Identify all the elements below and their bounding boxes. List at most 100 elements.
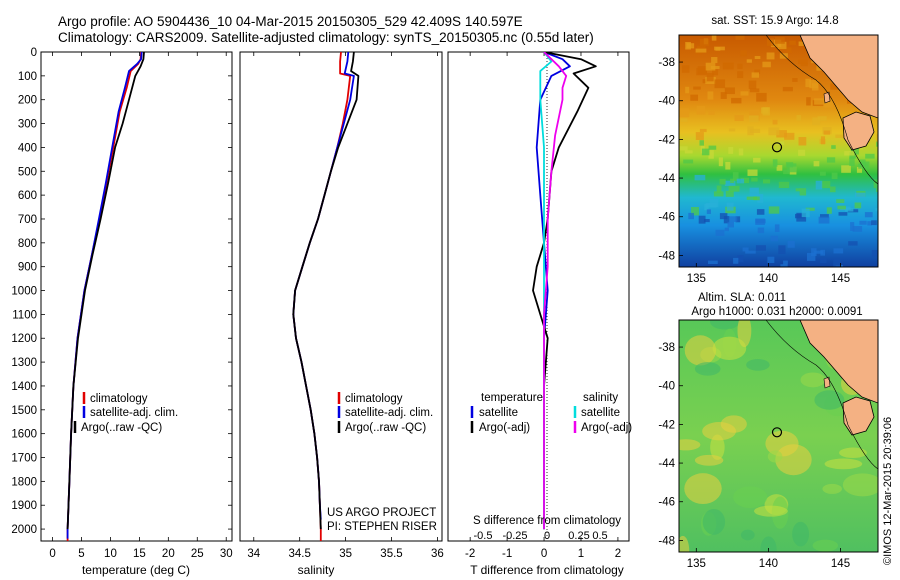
map-x-tick-label: 145 [831, 273, 850, 285]
x-tick-label: 30 [220, 548, 233, 560]
sst-pixel [848, 241, 858, 246]
x-tick-label: 1 [578, 548, 584, 560]
legend-label-sal-satellite: satellite [581, 407, 620, 419]
sst-pixel [693, 86, 701, 90]
sst-pixel [711, 57, 718, 64]
map-y-tick-label: -42 [658, 419, 675, 431]
sst-pixel [715, 47, 721, 51]
sst-pixel [783, 260, 788, 265]
sst-pixel [849, 157, 855, 167]
sst-pixel [711, 35, 717, 41]
sst-pixel [762, 107, 770, 116]
depth-tick-label: 1300 [11, 357, 37, 369]
depth-tick-label: 1500 [11, 405, 37, 417]
sst-pixel [800, 62, 808, 67]
sst-pixel [713, 191, 724, 197]
sst-pixel [778, 181, 790, 188]
sst-pixel [823, 98, 831, 108]
sst-pixel [776, 130, 787, 138]
series-line-salinity-argo-adj [543, 52, 568, 530]
depth-tick-label: 2000 [11, 524, 37, 536]
sst-pixel [867, 221, 872, 226]
sst-pixel [699, 38, 710, 47]
sst-pixel [728, 185, 740, 192]
salinity-xlabel: salinity [298, 563, 335, 577]
sst-pixel [737, 63, 743, 70]
sst-pixel [772, 119, 778, 125]
sst-pixel [755, 245, 766, 251]
sla-anomaly-patch [702, 508, 726, 535]
temperature-legend: climatology satellite-adj. clim. Argo(..… [73, 392, 178, 434]
sst-pixel [826, 157, 836, 163]
sst-pixel [865, 153, 875, 159]
sst-pixel [795, 188, 801, 192]
sst-pixel [787, 163, 797, 173]
sst-pixel [780, 264, 788, 267]
t-difference-label: T difference from climatology [470, 563, 624, 577]
sst-pixel [777, 41, 787, 49]
x-tick-label: 0 [49, 548, 55, 560]
depth-tick-label: 1200 [11, 333, 37, 345]
x-tick-label: 15 [133, 548, 146, 560]
sst-pixel [695, 132, 704, 140]
sst-pixel [805, 207, 815, 211]
sst-pixel [876, 140, 878, 147]
sla-anomaly-patch [792, 521, 810, 547]
map-y-tick-label: -48 [658, 535, 675, 547]
sst-pixel [695, 48, 707, 53]
sla-anomaly-patch [760, 536, 777, 552]
sst-pixel [686, 43, 695, 49]
map-x-tick-label: 135 [687, 273, 706, 285]
sla-map-axes: 135 140 145 -38 -40 -42 -44 -46 -48 [658, 342, 850, 570]
sla-anomaly-patch [842, 473, 878, 497]
sla-map-subtitle: Argo h1000: 0.031 h2000: 0.0091 [691, 306, 862, 318]
sst-pixel [723, 216, 730, 224]
sst-pixel [792, 78, 798, 82]
sst-pixel [701, 148, 710, 156]
sla-anomaly-patch [754, 505, 788, 517]
sst-pixel [707, 91, 714, 100]
salinity-x-axis: 34 34.5 35 35.5 36 [247, 52, 444, 560]
x-tick-label: 25 [191, 548, 204, 560]
sst-pixel [698, 215, 706, 224]
island-landmass [823, 91, 831, 104]
depth-tick-label: 500 [18, 166, 37, 178]
sst-pixel [830, 83, 840, 90]
sst-pixel [820, 258, 827, 264]
project-annotation: US ARGO PROJECT [327, 507, 436, 519]
depth-tick-label: 1900 [11, 500, 37, 512]
map-y-tick-label: -42 [658, 134, 675, 146]
sst-pixel [733, 257, 739, 264]
sst-pixel [725, 161, 731, 170]
tasmania-landmass [842, 111, 875, 151]
depth-tick-label: 1100 [12, 309, 37, 321]
map-y-tick-label: -44 [658, 173, 675, 185]
sla-anomaly-patch [679, 439, 701, 451]
pi-annotation: PI: STEPHEN RISER [327, 521, 437, 533]
sla-anomaly-patch [824, 458, 863, 470]
sst-pixel [858, 163, 868, 169]
sst-pixel [725, 190, 734, 197]
depth-tick-label: 300 [18, 119, 37, 131]
mainland-landmass [799, 35, 878, 119]
sst-pixel [756, 209, 765, 215]
sst-pixel [714, 79, 726, 89]
sst-pixel [798, 149, 806, 156]
sst-pixel [854, 192, 866, 198]
x-tick-label: 35 [339, 548, 352, 560]
sst-pixel [854, 202, 862, 209]
x-tick-label: 10 [104, 548, 117, 560]
sst-map-frame [678, 34, 879, 268]
sla-anomaly-patch [839, 447, 867, 459]
depth-tick-label: 200 [18, 95, 37, 107]
sst-pixel [768, 206, 780, 214]
depth-tick-label: 700 [18, 214, 37, 226]
sst-pixel [690, 94, 699, 101]
sla-map: Altim. SLA: 0.011 Argo h1000: 0.031 h200… [658, 292, 879, 570]
depth-tick-label: 600 [18, 190, 37, 202]
sst-pixel [724, 227, 729, 232]
sla-anomaly-patch [694, 362, 721, 376]
s-tick-label: 0 [544, 530, 550, 542]
sst-pixel [864, 212, 873, 218]
